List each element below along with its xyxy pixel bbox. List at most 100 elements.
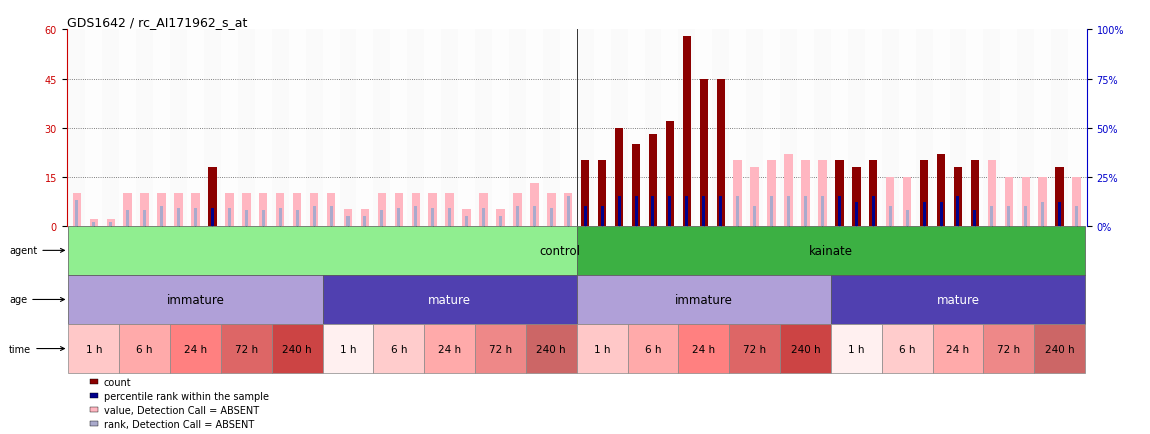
Bar bbox=[143, 210, 146, 226]
Bar bbox=[920, 161, 928, 226]
Bar bbox=[424, 324, 475, 373]
Text: rank, Detection Call = ABSENT: rank, Detection Call = ABSENT bbox=[104, 419, 254, 428]
Bar bbox=[194, 209, 197, 226]
Bar bbox=[854, 203, 858, 226]
Bar bbox=[120, 30, 136, 226]
Bar bbox=[394, 194, 402, 226]
Bar bbox=[716, 79, 724, 226]
Bar bbox=[564, 194, 573, 226]
Bar bbox=[719, 197, 722, 226]
Bar bbox=[187, 30, 204, 226]
Bar bbox=[390, 30, 407, 226]
Bar bbox=[412, 194, 420, 226]
Text: 1 h: 1 h bbox=[848, 344, 865, 354]
Bar bbox=[764, 30, 780, 226]
Bar bbox=[852, 168, 860, 226]
Bar bbox=[831, 30, 848, 226]
Bar bbox=[905, 210, 909, 226]
Text: age: age bbox=[9, 295, 64, 305]
Bar bbox=[584, 207, 586, 226]
Bar bbox=[107, 220, 115, 226]
Bar bbox=[797, 30, 814, 226]
Bar bbox=[1056, 168, 1064, 226]
Bar bbox=[780, 30, 797, 226]
Bar bbox=[374, 30, 390, 226]
Bar bbox=[377, 194, 386, 226]
Bar bbox=[644, 30, 661, 226]
Text: 72 h: 72 h bbox=[235, 344, 258, 354]
Bar bbox=[922, 203, 926, 226]
Bar bbox=[208, 168, 216, 226]
Bar bbox=[618, 197, 621, 226]
Text: 6 h: 6 h bbox=[137, 344, 153, 354]
Bar bbox=[210, 209, 214, 226]
Bar bbox=[363, 217, 367, 226]
Bar bbox=[221, 324, 271, 373]
Bar bbox=[1034, 324, 1086, 373]
Bar bbox=[628, 324, 678, 373]
Bar bbox=[685, 197, 689, 226]
Bar bbox=[68, 275, 322, 324]
Text: 1 h: 1 h bbox=[593, 344, 611, 354]
Bar bbox=[158, 194, 166, 226]
Bar bbox=[593, 30, 611, 226]
Text: immature: immature bbox=[167, 293, 224, 306]
Bar bbox=[957, 197, 959, 226]
Bar bbox=[346, 217, 350, 226]
Bar bbox=[407, 30, 424, 226]
Bar bbox=[699, 79, 708, 226]
Text: control: control bbox=[539, 244, 581, 257]
Bar bbox=[102, 30, 120, 226]
Bar bbox=[1038, 178, 1046, 226]
Bar bbox=[666, 122, 674, 226]
Bar bbox=[547, 194, 555, 226]
Bar bbox=[973, 210, 976, 226]
Text: agent: agent bbox=[9, 246, 64, 256]
Text: 240 h: 240 h bbox=[537, 344, 566, 354]
Bar bbox=[509, 30, 526, 226]
Bar bbox=[361, 210, 369, 226]
Bar bbox=[848, 30, 865, 226]
Bar bbox=[611, 30, 628, 226]
Bar bbox=[831, 275, 1086, 324]
Bar bbox=[628, 30, 644, 226]
Bar bbox=[1051, 30, 1068, 226]
Bar bbox=[615, 128, 623, 226]
Bar bbox=[76, 201, 78, 226]
Bar bbox=[635, 197, 637, 226]
Bar bbox=[191, 194, 200, 226]
Bar bbox=[821, 197, 823, 226]
Bar bbox=[802, 161, 810, 226]
Bar bbox=[109, 222, 113, 226]
Bar bbox=[238, 30, 255, 226]
Bar bbox=[327, 194, 336, 226]
Bar bbox=[431, 209, 435, 226]
Text: 6 h: 6 h bbox=[391, 344, 407, 354]
Bar bbox=[482, 209, 485, 226]
Text: 6 h: 6 h bbox=[899, 344, 915, 354]
Bar bbox=[465, 217, 468, 226]
Text: 240 h: 240 h bbox=[1045, 344, 1074, 354]
Bar bbox=[753, 207, 757, 226]
Bar bbox=[966, 30, 983, 226]
Bar bbox=[784, 155, 792, 226]
Bar bbox=[838, 197, 841, 226]
Bar bbox=[898, 30, 915, 226]
Bar bbox=[729, 324, 780, 373]
Bar bbox=[550, 209, 553, 226]
Bar bbox=[221, 30, 238, 226]
Bar bbox=[933, 324, 983, 373]
Bar bbox=[68, 226, 576, 275]
Bar bbox=[530, 184, 538, 226]
Bar bbox=[651, 197, 654, 226]
Bar bbox=[818, 161, 827, 226]
Bar bbox=[882, 30, 898, 226]
Bar bbox=[526, 30, 543, 226]
Bar bbox=[499, 217, 503, 226]
Bar bbox=[120, 324, 170, 373]
Bar bbox=[598, 161, 606, 226]
Bar bbox=[1075, 207, 1078, 226]
Text: 1 h: 1 h bbox=[339, 344, 356, 354]
Bar bbox=[374, 324, 424, 373]
Bar bbox=[971, 161, 979, 226]
